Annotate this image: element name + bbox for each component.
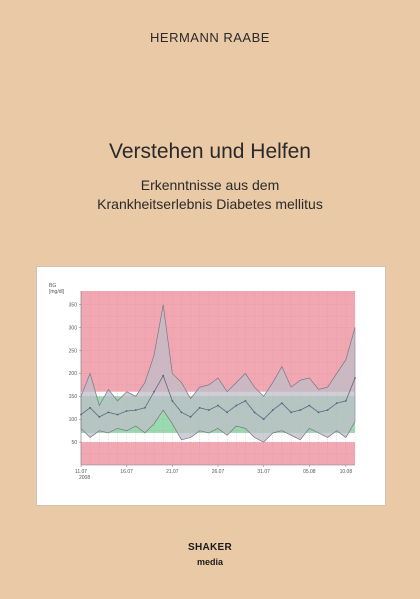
chart-series (80, 304, 356, 443)
median-point (290, 411, 292, 414)
y-tick-label: 150 (69, 394, 78, 400)
x-tick-label: 21.07 (166, 469, 179, 475)
chart-axes: 50 100 150 200 250 300 350 11.07 16.07 21.07 26.07… (69, 291, 355, 475)
median-point (253, 411, 256, 414)
median-point (134, 409, 137, 411)
x-tick-label: 16.07 (120, 469, 133, 475)
median-point (308, 404, 311, 407)
median-point (317, 411, 320, 414)
subtitle-line-1: Erkenntnisse aus dem (140, 177, 280, 193)
median-point (189, 416, 192, 418)
median-point (162, 374, 165, 377)
y-tick-label: 300 (69, 325, 78, 331)
blood-glucose-chart: 50 100 150 200 250 300 350 11.07 16.07 21.07 26.07… (36, 266, 386, 506)
median-point (326, 409, 329, 411)
median-point (354, 377, 356, 379)
publisher-name: SHAKER (187, 542, 233, 553)
publisher-sub: media (196, 557, 223, 567)
series-min-line (80, 409, 356, 443)
median-point (207, 409, 210, 411)
median-point (299, 409, 302, 411)
series-max-line (80, 304, 356, 407)
median-point (180, 411, 183, 414)
chart-canvas: 50 100 150 200 250 300 350 11.07 16.07 21.07 26.07… (49, 283, 356, 481)
publisher-logo: SHAKER media (180, 543, 240, 569)
median-point (153, 390, 155, 393)
book-subtitle: Erkenntnisse aus dem Krankheitserlebnis … (0, 176, 420, 214)
median-point (125, 410, 128, 412)
median-point (344, 399, 347, 402)
y-tick-label: 100 (69, 417, 78, 423)
median-point (217, 404, 219, 407)
y-axis-label: BG (49, 283, 56, 289)
median-point (244, 399, 247, 402)
x-tick-label: 31.07 (257, 469, 270, 475)
subtitle-line-2: Krankheitserlebnis Diabetes mellitus (97, 196, 323, 212)
median-point (281, 402, 283, 405)
median-point (171, 399, 174, 402)
y-tick-label: 200 (69, 371, 78, 377)
y-tick-label: 50 (71, 440, 77, 446)
y-tick-label: 350 (69, 303, 78, 309)
book-title: Verstehen und Helfen (109, 140, 311, 163)
median-point (98, 416, 101, 418)
median-point (144, 406, 146, 409)
median-point (107, 411, 110, 414)
y-tick-label: 250 (69, 348, 78, 354)
median-point (89, 406, 92, 409)
x-tick-label: 10.08 (340, 469, 353, 475)
x-axis-start-year: 2008 (79, 475, 90, 481)
x-tick-label: 11.07 (75, 469, 87, 475)
median-point (226, 411, 229, 414)
author-name: HERMANN RAABE (150, 30, 270, 45)
y-axis-unit: [mg/dl] (49, 289, 65, 295)
median-point (262, 418, 265, 421)
median-point (198, 406, 201, 409)
x-tick-label: 05.08 (303, 469, 316, 475)
median-point (235, 404, 238, 407)
x-tick-label: 26.07 (212, 469, 225, 475)
median-point (335, 402, 338, 405)
median-point (271, 409, 274, 411)
median-point (116, 413, 119, 416)
